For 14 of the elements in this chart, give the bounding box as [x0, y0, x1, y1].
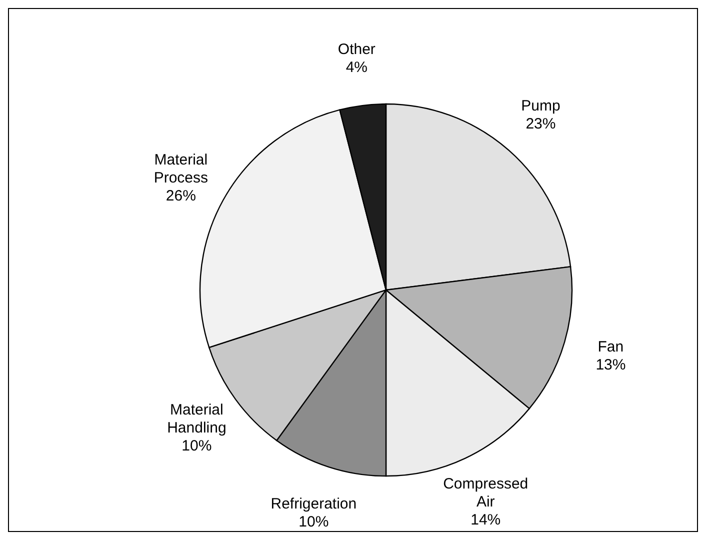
- slice-label: Material Handling: [167, 401, 226, 436]
- slice-label: Refrigeration: [270, 495, 357, 512]
- slice-label: Material Process: [154, 150, 208, 186]
- data-label: 4%: [346, 58, 368, 76]
- data-label: 13%: [596, 356, 626, 373]
- slice-label: Fan: [598, 338, 624, 355]
- data-label: 10%: [182, 437, 212, 454]
- slice-label: Pump: [521, 96, 560, 114]
- data-label: 26%: [166, 186, 196, 204]
- data-label: 23%: [526, 114, 556, 132]
- data-label: 10%: [298, 513, 329, 530]
- data-label: 14%: [470, 511, 501, 528]
- slice-label: Other: [338, 40, 376, 58]
- slice-label: Compressed Air: [443, 475, 528, 510]
